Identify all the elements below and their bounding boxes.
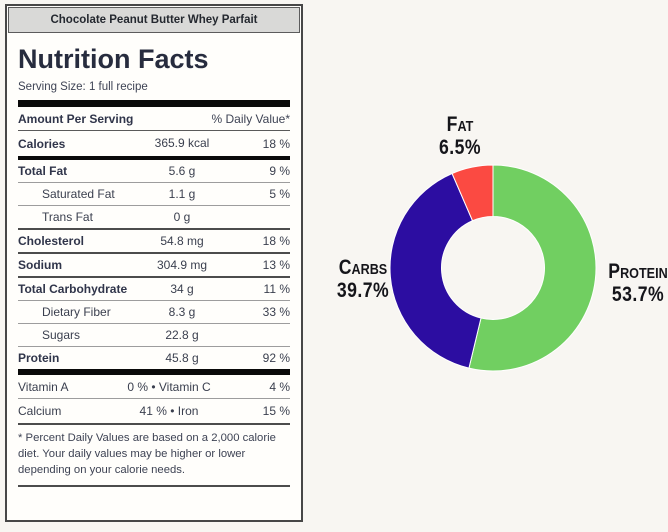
daily-value-footnote: * Percent Daily Values are based on a 2,… xyxy=(18,423,290,485)
vitamin-rows: Vitamin A 0 % • Vitamin C 4 % Calcium 41 % •… xyxy=(18,375,290,422)
nutrient-name: Cholesterol xyxy=(18,234,85,249)
protein-label-text: Protein xyxy=(608,260,668,283)
nutrient-name: Protein xyxy=(18,351,60,366)
nutrient-row: Protein 45.8 g 92 % xyxy=(18,346,290,369)
daily-value-header-label: % Daily Value* xyxy=(211,112,290,126)
fat-label-text: Fat xyxy=(446,113,474,136)
nutrient-row: Saturated Fat 1.1 g 5 % xyxy=(18,182,290,205)
nutrient-daily-value: 33 % xyxy=(262,305,290,320)
nutrition-label-panel: Chocolate Peanut Butter Whey Parfait Nut… xyxy=(5,4,303,522)
vitamin-middle: 0 % • Vitamin C xyxy=(127,379,211,394)
serving-size: Serving Size: 1 full recipe xyxy=(18,81,148,93)
thick-separator-bottom xyxy=(18,369,290,376)
nutrient-name: Dietary Fiber xyxy=(42,305,111,320)
nutrient-daily-value: 13 % xyxy=(262,258,290,273)
nutrition-label-body: Nutrition Facts Serving Size: 1 full rec… xyxy=(7,34,301,488)
calories-daily-value: 18 % xyxy=(262,136,290,151)
vitamin-daily-value: 15 % xyxy=(262,403,290,418)
vitamin-row: Vitamin A 0 % • Vitamin C 4 % xyxy=(18,375,290,398)
nutrient-amount: 5.6 g xyxy=(168,164,196,179)
amount-per-serving-header: Amount Per Serving % Daily Value* xyxy=(18,107,290,131)
nutrient-amount: 54.8 mg xyxy=(160,234,204,249)
macro-donut-chart: Fat 6.5% Carbs 39.7% Protein 53.7% xyxy=(310,0,668,532)
nutrient-amount: 34 g xyxy=(170,282,194,297)
footer-divider xyxy=(18,485,290,488)
nutrient-daily-value: 11 % xyxy=(263,282,290,297)
protein-percent-text: 53.7% xyxy=(611,283,665,306)
nutrient-rows: Total Fat 5.6 g 9 % Saturated Fat 1.1 g 5 % Tr… xyxy=(18,156,290,369)
nutrient-row: Cholesterol 54.8 mg 18 % xyxy=(18,228,290,252)
recipe-title: Chocolate Peanut Butter Whey Parfait xyxy=(8,7,300,33)
amount-header-label: Amount Per Serving xyxy=(18,112,134,126)
donut-slice-fat xyxy=(451,164,494,222)
calories-amount: 365.9 kcal xyxy=(154,136,210,150)
nutrient-row: Trans Fat 0 g xyxy=(18,205,290,228)
donut-plot xyxy=(389,164,597,372)
nutrient-name: Saturated Fat xyxy=(42,187,115,202)
fat-slice-label: Fat 6.5% xyxy=(418,113,502,159)
carbs-percent-text: 39.7% xyxy=(336,279,390,302)
nutrient-row: Total Fat 5.6 g 9 % xyxy=(18,156,290,182)
calories-label: Calories xyxy=(18,136,66,151)
nutrient-daily-value: 9 % xyxy=(269,164,290,179)
carbs-label-text: Carbs xyxy=(338,256,388,279)
nutrient-name: Sodium xyxy=(18,258,62,273)
nutrient-amount: 0 g xyxy=(173,210,191,225)
vitamin-name: Calcium xyxy=(18,403,62,418)
nutrient-daily-value: 92 % xyxy=(262,351,290,366)
nutrient-amount: 22.8 g xyxy=(165,328,199,343)
vitamin-name: Vitamin A xyxy=(18,379,69,394)
calories-row: Calories 365.9 kcal 18 % xyxy=(18,131,290,156)
nutrient-row: Total Carbohydrate 34 g 11 % xyxy=(18,276,290,300)
thick-separator-top xyxy=(18,100,290,107)
nutrient-row: Sodium 304.9 mg 13 % xyxy=(18,252,290,276)
nutrient-amount: 8.3 g xyxy=(168,305,196,320)
protein-slice-label: Protein 53.7% xyxy=(588,260,668,306)
donut-slice-protein xyxy=(468,164,597,372)
fat-percent-text: 6.5% xyxy=(439,136,481,159)
nutrition-facts-title: Nutrition Facts xyxy=(18,44,209,74)
vitamin-row: Calcium 41 % • Iron 15 % xyxy=(18,398,290,422)
nutrient-daily-value: 5 % xyxy=(269,187,290,202)
nutrient-name: Trans Fat xyxy=(42,210,93,225)
carbs-slice-label: Carbs 39.7% xyxy=(317,256,409,302)
vitamin-middle: 41 % • Iron xyxy=(139,403,199,418)
nutrient-amount: 45.8 g xyxy=(165,351,199,366)
nutrient-name: Sugars xyxy=(42,328,81,343)
nutrient-amount: 1.1 g xyxy=(168,187,196,202)
nutrient-row: Dietary Fiber 8.3 g 33 % xyxy=(18,300,290,323)
nutrient-amount: 304.9 mg xyxy=(156,258,208,273)
nutrient-daily-value: 18 % xyxy=(262,234,290,249)
donut-slice-carbs xyxy=(389,172,482,369)
nutrient-name: Total Fat xyxy=(18,164,68,179)
nutrient-name: Total Carbohydrate xyxy=(18,282,128,297)
nutrient-row: Sugars 22.8 g xyxy=(18,323,290,346)
vitamin-daily-value: 4 % xyxy=(269,379,290,394)
